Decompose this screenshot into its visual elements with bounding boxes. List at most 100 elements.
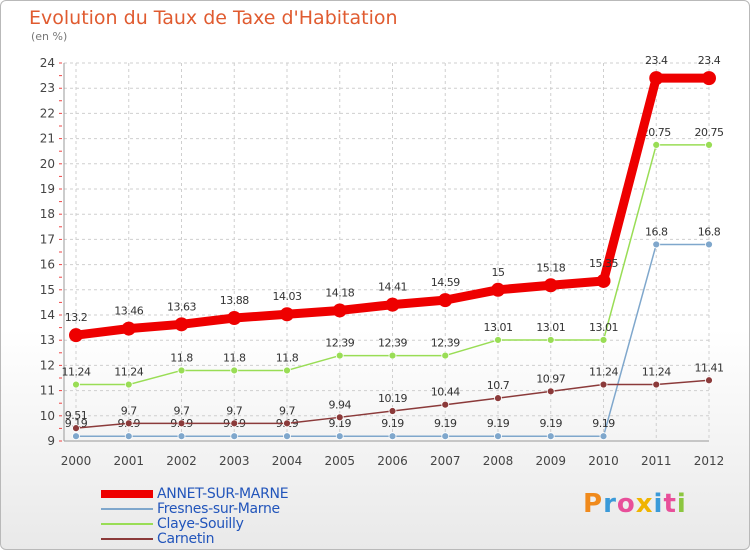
data-label: 20.75 [695,126,724,139]
data-label: 9.51 [65,409,88,422]
data-point [177,432,186,441]
data-label: 11.24 [62,366,91,379]
data-label: 9.7 [121,404,137,417]
data-label: 9.7 [226,404,242,417]
data-point [388,407,397,415]
data-point [177,366,186,375]
logo-letter: o [616,489,636,519]
data-point [652,240,661,249]
data-point [494,336,502,344]
legend-label: ANNET-SUR-MARNE [157,485,289,502]
legend-item: Claye-Souilly [101,515,288,532]
data-label: 13.88 [220,294,249,307]
x-tick-label: 2006 [377,454,408,468]
data-point [596,273,611,288]
data-point [335,432,344,441]
data-point [72,432,80,441]
data-label: 14.18 [325,286,354,299]
data-point [283,419,291,428]
data-point [177,419,186,428]
legend-item: Fresnes-sur-Marne [101,500,288,517]
data-label: 13.01 [589,321,618,334]
legend-swatch [101,507,153,510]
data-label: 9.19 [329,417,352,430]
x-tick-label: 2002 [166,454,197,468]
logo-letter: i [676,489,687,519]
logo-letter: r [603,489,617,519]
logo-letter: t [663,489,677,519]
data-point [335,413,344,422]
y-tick-label: 9 [47,434,55,448]
data-point [494,394,502,403]
data-label: 11.24 [589,366,618,379]
data-label: 11.41 [695,361,724,374]
x-tick-label: 2007 [430,454,461,468]
data-label: 12.39 [378,337,407,350]
logo-letter: P [583,489,604,519]
data-point [491,282,505,297]
legend-label: Carnetin [157,530,215,547]
legend-label: Fresnes-sur-Marne [157,500,280,517]
data-label: 14.41 [378,281,407,294]
data-label: 13.01 [536,321,565,334]
x-tick-label: 2012 [694,454,725,468]
data-point [441,432,450,441]
x-tick-label: 2009 [535,454,566,468]
legend-swatch [101,537,153,540]
data-point [599,336,608,344]
data-label: 12.39 [431,337,460,350]
legend-item: ANNET-SUR-MARNE [101,485,289,502]
data-label: 10.97 [536,372,565,385]
data-point [230,419,239,428]
data-point [599,432,608,441]
chart-title: Evolution du Taux de Taxe d'Habitation [29,7,398,29]
data-point [283,366,291,375]
data-point [599,380,608,389]
y-tick-label: 22 [40,106,55,120]
data-label: 15.35 [589,257,618,270]
data-label: 11.8 [276,351,299,364]
data-point [72,424,80,433]
data-label: 11.8 [170,351,193,364]
y-tick-label: 13 [40,333,55,347]
y-tick-label: 17 [40,232,55,246]
x-tick-label: 2004 [272,454,303,468]
x-tick-label: 2001 [113,454,144,468]
series-line-0 [75,73,709,340]
data-label: 10.7 [487,379,510,392]
y-tick-label: 21 [40,132,55,146]
data-label: 16.8 [698,225,721,238]
data-point [69,328,83,343]
data-label: 14.03 [273,290,302,303]
legend-label: Claye-Souilly [157,515,244,532]
y-tick-label: 15 [40,283,55,297]
x-tick-label: 2008 [483,454,514,468]
x-tick-label: 2011 [641,454,672,468]
data-point [438,293,453,308]
data-point [441,351,450,360]
data-point [280,307,294,322]
logo-letter: i [653,489,664,519]
data-label: 9.19 [540,417,563,430]
data-label: 16.8 [645,225,668,238]
y-tick-label: 24 [40,56,55,70]
data-label: 12.39 [325,337,354,350]
data-label: 11.24 [642,366,671,379]
y-tick-label: 12 [40,358,55,372]
data-point [283,432,291,441]
y-tick-label: 20 [40,157,55,171]
data-point [705,140,713,149]
data-label: 11.8 [223,351,246,364]
data-point [124,432,133,441]
y-tick-label: 18 [40,207,55,221]
legend-item: Carnetin [101,530,288,547]
x-tick-label: 2003 [219,454,250,468]
data-point [227,311,242,326]
data-label: 20.75 [642,126,671,139]
data-point [124,380,133,389]
data-point [546,336,555,344]
data-label: 10.44 [431,386,460,399]
data-label: 13.2 [65,311,88,324]
